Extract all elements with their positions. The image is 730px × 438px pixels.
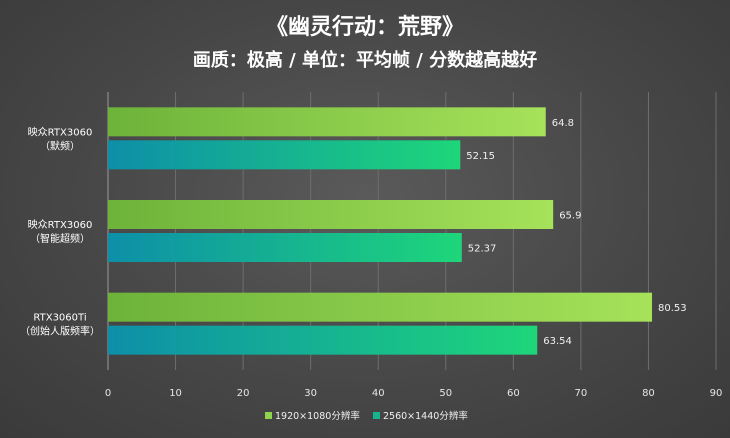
x-tick-label: 80 <box>642 388 655 399</box>
x-tick-label: 30 <box>304 388 317 399</box>
x-tick-label: 10 <box>169 388 182 399</box>
x-tick-label: 0 <box>105 388 111 399</box>
x-tick-label: 90 <box>710 388 723 399</box>
bar <box>108 325 538 355</box>
category-label: 映众RTX3060 <box>28 126 93 138</box>
legend-item: 2560×1440分辨率 <box>383 410 468 422</box>
grid <box>107 92 717 370</box>
x-tick-label: 20 <box>237 388 250 399</box>
bar <box>108 233 462 262</box>
x-axis-ticks: 0 10 20 30 40 50 60 70 80 90 <box>105 388 723 399</box>
x-tick-label: 60 <box>507 388 520 399</box>
category-label: （智能超频） <box>30 232 90 245</box>
legend-item: 1920×1080分辨率 <box>275 410 360 422</box>
chart-title: 《幽灵行动：荒野》 <box>266 14 464 40</box>
legend-swatch <box>265 412 272 419</box>
bars <box>108 107 653 355</box>
legend: 1920×1080分辨率 2560×1440分辨率 <box>265 410 468 422</box>
bar <box>108 107 546 137</box>
x-tick-label: 50 <box>439 388 452 399</box>
bar <box>108 292 653 322</box>
data-label: 52.15 <box>466 151 495 162</box>
category-label: RTX3060Ti <box>33 313 86 324</box>
data-label: 64.8 <box>552 118 574 129</box>
x-tick-label: 40 <box>372 388 385 399</box>
data-label: 52.37 <box>468 244 497 255</box>
x-tick-label: 70 <box>575 388 588 399</box>
data-labels: 64.8 52.15 65.9 52.37 80.53 63.54 <box>466 118 686 347</box>
bar <box>108 200 554 229</box>
chart-subtitle: 画质：极高 / 单位：平均帧 / 分数越高越好 <box>193 49 537 71</box>
category-label: （创始人版频率） <box>20 325 100 338</box>
data-label: 80.53 <box>658 303 687 314</box>
category-label: 映众RTX3060 <box>28 219 93 231</box>
category-label: （默频） <box>40 139 80 152</box>
category-labels: 映众RTX3060（默频）映众RTX3060（智能超频）RTX3060Ti（创始… <box>20 126 100 337</box>
data-label: 63.54 <box>543 336 572 347</box>
bar <box>108 140 461 170</box>
data-label: 65.9 <box>559 211 581 222</box>
legend-swatch <box>373 412 380 419</box>
